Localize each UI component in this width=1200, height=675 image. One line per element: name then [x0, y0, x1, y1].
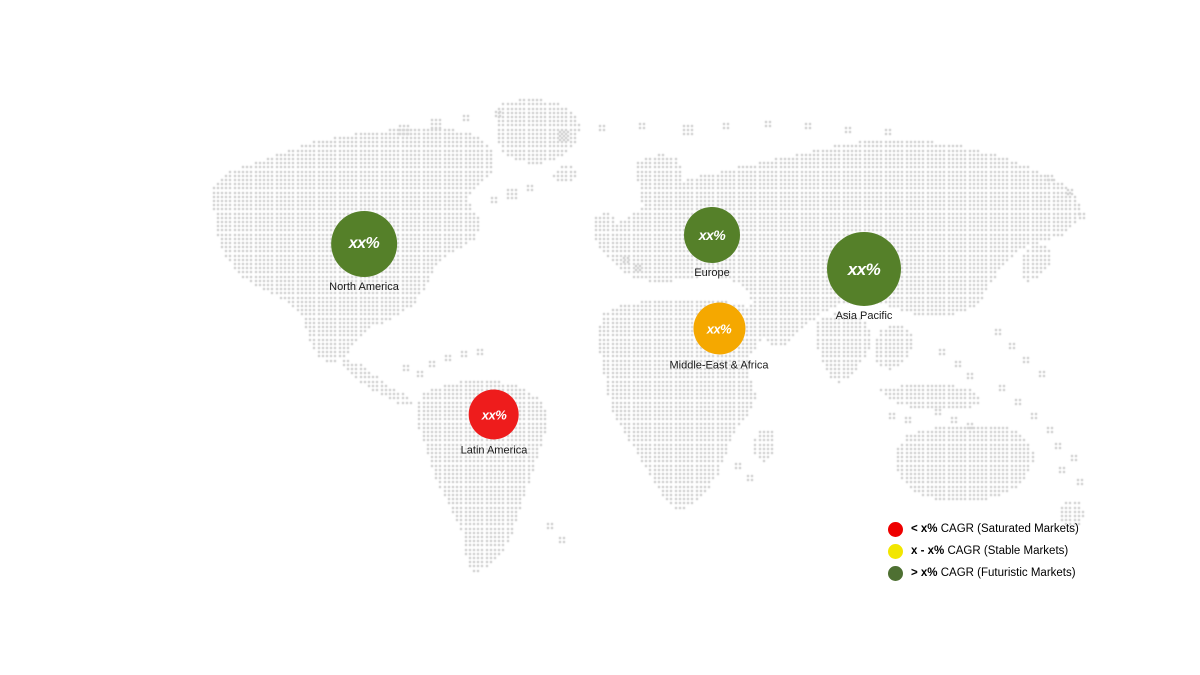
region-bubble-middle-east-africa[interactable]: xx% Middle-East & Africa — [669, 302, 769, 372]
legend-dot-saturated — [888, 521, 903, 537]
bubble-circle-middle-east-africa: xx% — [692, 302, 745, 355]
bubble-circle-asia-pacific: xx% — [827, 231, 901, 306]
bubble-value-north-america: xx% — [348, 234, 380, 252]
legend: < x% CAGR (Saturated Markets) x - x% CAGR… — [888, 518, 1079, 584]
bubble-label-asia-pacific: Asia Pacific — [835, 309, 893, 322]
legend-prefix-futuristic: > x% — [911, 567, 938, 579]
region-bubble-asia-pacific[interactable]: xx% Asia Pacific — [827, 231, 901, 322]
bubble-value-middle-east-africa: xx% — [706, 320, 732, 336]
legend-item-futuristic[interactable]: > x% CAGR (Futuristic Markets) — [888, 562, 1079, 584]
legend-suffix-stable: CAGR (Stable Markets) — [947, 545, 1069, 557]
bubble-circle-europe: xx% — [684, 206, 740, 263]
legend-text-saturated: < x% CAGR (Saturated Markets) — [911, 523, 1079, 535]
legend-item-stable[interactable]: x - x% CAGR (Stable Markets) — [888, 540, 1079, 562]
bubble-label-europe: Europe — [694, 266, 730, 279]
legend-dot-stable — [888, 543, 903, 559]
legend-item-saturated[interactable]: < x% CAGR (Saturated Markets) — [888, 518, 1079, 540]
legend-text-futuristic: > x% CAGR (Futuristic Markets) — [911, 567, 1076, 579]
legend-prefix-saturated: < x% — [911, 523, 938, 535]
legend-suffix-futuristic: CAGR (Futuristic Markets) — [940, 567, 1076, 579]
bubble-value-asia-pacific: xx% — [847, 259, 881, 279]
bubble-circle-latin-america: xx% — [469, 389, 519, 440]
legend-suffix-saturated: CAGR (Saturated Markets) — [940, 523, 1079, 535]
bubble-value-europe: xx% — [698, 226, 726, 243]
region-bubble-north-america[interactable]: xx% North America — [329, 210, 399, 293]
bubble-label-latin-america: Latin America — [460, 444, 528, 457]
region-bubble-europe[interactable]: xx% Europe — [684, 206, 740, 279]
bubble-circle-north-america: xx% — [330, 210, 397, 277]
legend-dot-futuristic — [888, 565, 903, 581]
region-bubble-latin-america[interactable]: xx% Latin America — [460, 389, 528, 457]
bubble-label-north-america: North America — [329, 280, 399, 293]
bubble-label-middle-east-africa: Middle-East & Africa — [669, 359, 769, 372]
legend-text-stable: x - x% CAGR (Stable Markets) — [911, 545, 1068, 557]
legend-prefix-stable: x - x% — [911, 545, 945, 557]
bubble-value-latin-america: xx% — [481, 406, 507, 422]
